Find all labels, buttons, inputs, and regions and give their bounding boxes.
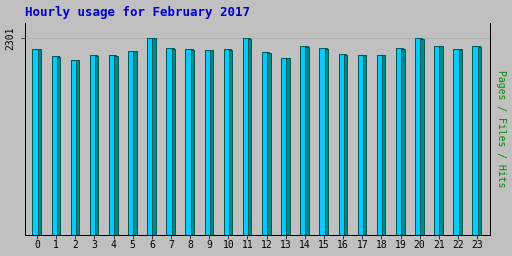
Bar (267, 53, 271, 235)
Y-axis label: Pages / Files / Hits: Pages / Files / Hits (497, 70, 506, 187)
Bar (396, 48, 403, 235)
Bar (95, 56, 98, 235)
Bar (37, 49, 41, 235)
Bar (377, 55, 384, 235)
Bar (166, 48, 174, 235)
Bar (90, 55, 97, 235)
Bar (325, 49, 328, 235)
Bar (286, 58, 290, 235)
Bar (109, 55, 116, 235)
Bar (415, 38, 422, 235)
Bar (172, 49, 175, 235)
Bar (248, 39, 251, 235)
Bar (52, 56, 59, 235)
Bar (401, 49, 404, 235)
Bar (344, 55, 347, 235)
Bar (190, 50, 194, 235)
Bar (319, 48, 327, 235)
Bar (338, 54, 346, 235)
Bar (453, 49, 461, 235)
Bar (358, 55, 365, 235)
Bar (153, 38, 156, 235)
Bar (439, 46, 443, 235)
Bar (128, 51, 135, 235)
Bar (420, 39, 424, 235)
Bar (147, 38, 155, 235)
Bar (306, 47, 309, 235)
Bar (185, 49, 193, 235)
Bar (243, 38, 250, 235)
Bar (210, 50, 213, 235)
Bar (224, 49, 231, 235)
Bar (363, 55, 366, 235)
Bar (57, 57, 60, 235)
Bar (434, 46, 441, 235)
Bar (133, 51, 137, 235)
Bar (281, 58, 288, 235)
Bar (473, 46, 480, 235)
Bar (300, 46, 308, 235)
Bar (71, 60, 78, 235)
Text: Hourly usage for February 2017: Hourly usage for February 2017 (25, 6, 249, 18)
Bar (32, 49, 40, 235)
Bar (205, 50, 212, 235)
Bar (114, 56, 118, 235)
Bar (382, 55, 386, 235)
Bar (262, 52, 269, 235)
Bar (76, 60, 79, 235)
Bar (478, 47, 481, 235)
Bar (459, 49, 462, 235)
Bar (229, 50, 232, 235)
